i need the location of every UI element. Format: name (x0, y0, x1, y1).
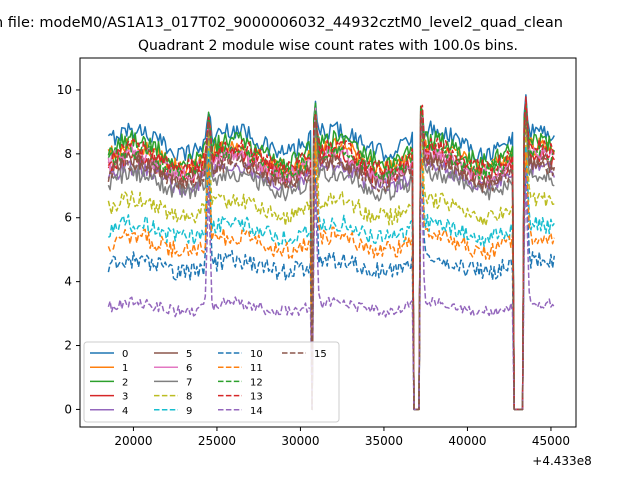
chart-title: Quadrant 2 module wise count rates with … (138, 38, 518, 54)
legend-label-2: 2 (122, 377, 128, 388)
series-15-line (107, 112, 556, 411)
series-10-line (107, 159, 556, 411)
legend-label-10: 10 (250, 349, 263, 360)
figure-suptitle: n file: modeM0/AS1A13_017T02_9000006032_… (0, 15, 563, 31)
x-tick-label: 45000 (532, 434, 570, 448)
legend-label-11: 11 (250, 363, 263, 374)
series-9-line (107, 144, 555, 411)
legend-label-7: 7 (186, 377, 192, 388)
y-axis: 0 2 4 6 8 10 (57, 83, 80, 416)
y-tick-label: 10 (57, 83, 72, 97)
legend-label-15: 15 (314, 349, 327, 360)
x-tick-label: 35000 (365, 434, 403, 448)
y-tick-label: 2 (64, 339, 72, 353)
series-11-line (107, 142, 556, 411)
legend-label-9: 9 (186, 406, 192, 417)
y-tick-label: 6 (64, 211, 72, 225)
x-axis-offset-label: +4.433e8 (532, 454, 591, 468)
legend-label-6: 6 (186, 363, 192, 374)
legend-label-13: 13 (250, 392, 263, 403)
series-14-line (107, 172, 555, 411)
legend-label-1: 1 (122, 363, 128, 374)
x-tick-label: 20000 (114, 434, 152, 448)
x-tick-label: 40000 (448, 434, 486, 448)
legend-label-14: 14 (250, 406, 263, 417)
legend-label-5: 5 (186, 349, 192, 360)
series-8-line (107, 123, 555, 411)
legend-box (83, 341, 340, 423)
y-tick-label: 8 (64, 147, 72, 161)
x-tick-label: 25000 (198, 434, 236, 448)
series-layer (107, 94, 556, 411)
plot-frame (79, 57, 577, 428)
series-0-line (107, 94, 555, 411)
legend-label-12: 12 (250, 377, 263, 388)
x-tick-label: 30000 (281, 434, 319, 448)
legend-label-8: 8 (186, 392, 192, 403)
series-7-line (107, 115, 555, 411)
y-tick-label: 0 (64, 402, 72, 416)
legend-label-3: 3 (122, 392, 128, 403)
y-tick-label: 4 (64, 275, 72, 289)
legend-label-4: 4 (122, 406, 128, 417)
legend-label-0: 0 (122, 349, 128, 360)
series-13-line (107, 96, 556, 411)
x-axis: 20000 25000 30000 35000 40000 45000 (114, 427, 570, 448)
